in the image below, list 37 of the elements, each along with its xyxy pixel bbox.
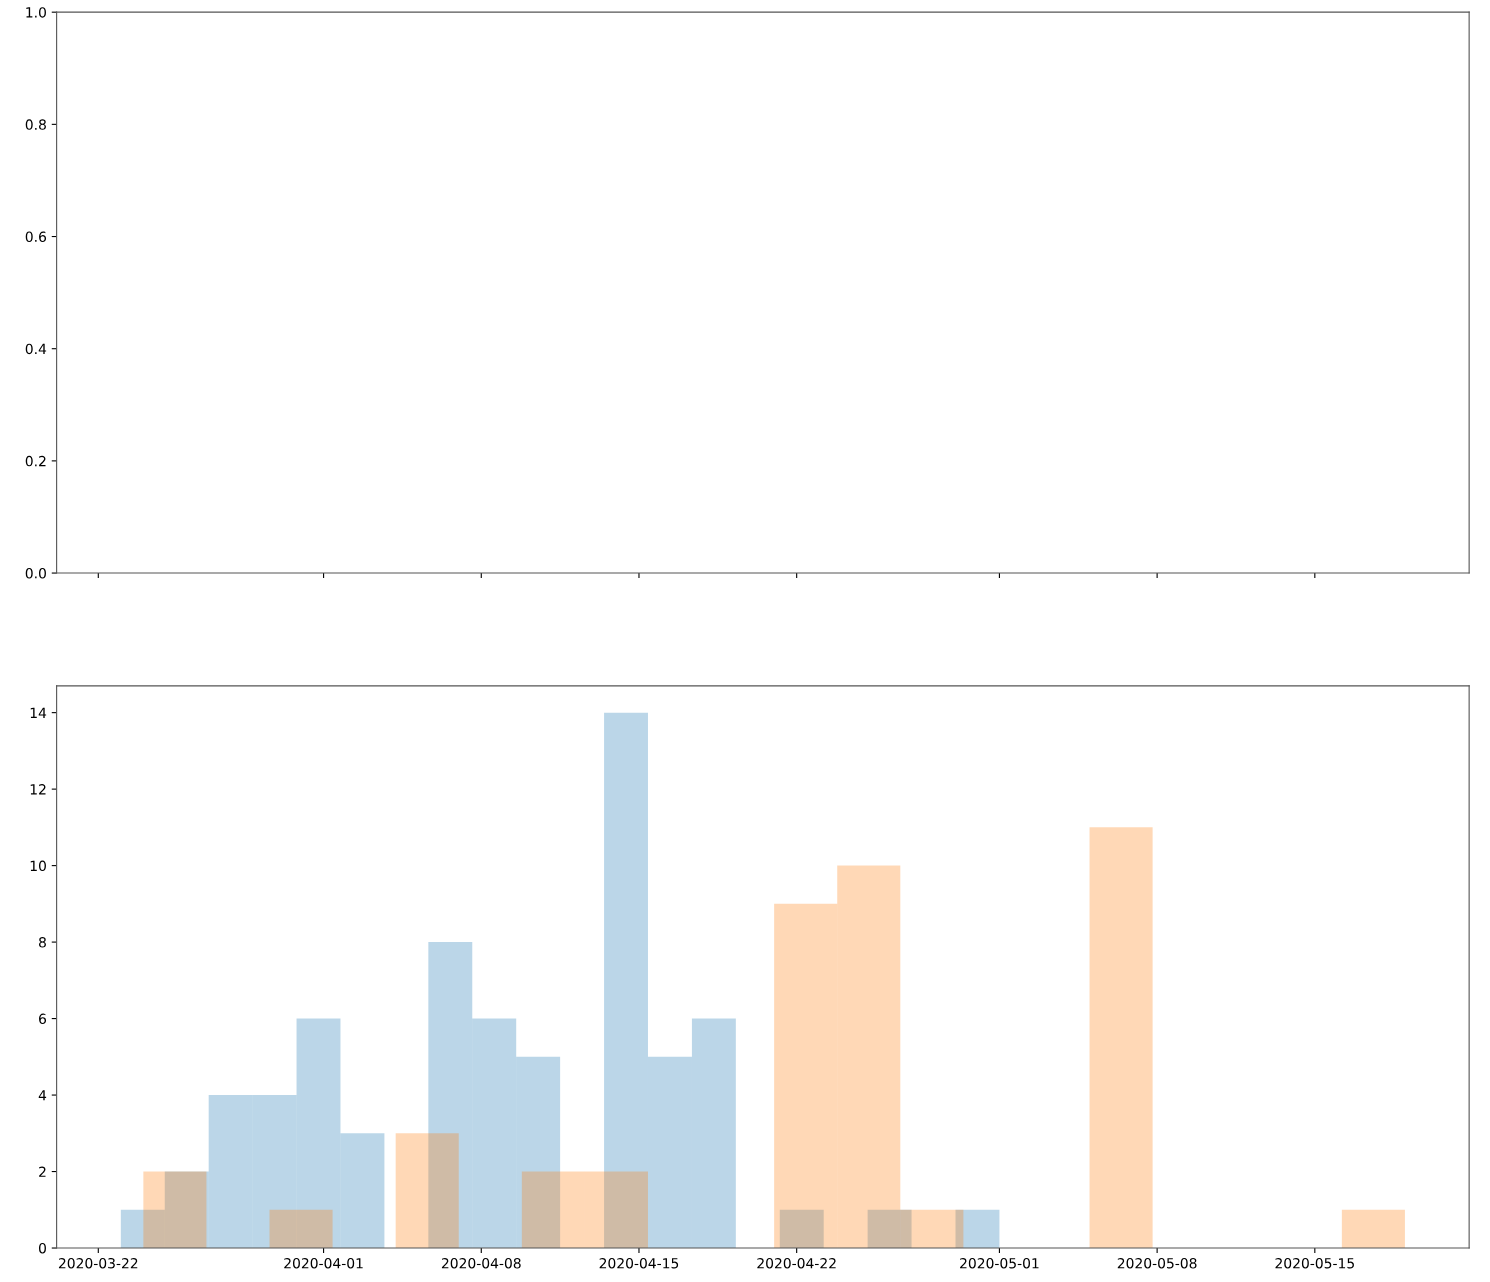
y-tick-label: 14 [30,707,47,718]
bar [1089,827,1153,1249]
y-tick-label: 6 [39,1013,47,1025]
y-tick-label: 2 [39,1166,46,1177]
y-tick-label: 0.8 [25,119,46,130]
bar [647,1056,692,1249]
bar [208,1095,253,1249]
y-tick-label: 4 [38,1090,47,1101]
y-tick-label: 12 [30,784,46,795]
x-tick-label: 2020-04-01 [284,1257,363,1269]
y-tick-label: 0.2 [25,455,46,467]
bar [1341,1209,1405,1249]
bar [269,1209,333,1249]
bar [837,865,901,1249]
bar [143,1171,207,1249]
y-tick-label: 0 [38,1243,46,1254]
y-tick-label: 1.0 [26,7,46,18]
x-tick-label: 2020-04-15 [599,1257,679,1269]
x-tick-label: 2020-05-01 [960,1257,1039,1269]
y-tick-label: 0.0 [25,568,46,579]
x-tick-label: 2020-05-08 [1117,1257,1197,1269]
y-tick-label: 10 [30,860,46,872]
bar [584,1171,648,1249]
x-tick-label: 2020-04-08 [441,1257,521,1269]
bar [521,1171,585,1249]
bar [395,1133,459,1249]
y-tick-label: 0.4 [25,343,47,355]
y-tick-label: 0.6 [25,231,47,242]
bar [900,1209,964,1249]
bar [340,1133,385,1249]
y-tick-label: 8 [39,937,46,948]
x-tick-label: 2020-05-15 [1275,1257,1354,1269]
bar [691,1018,736,1249]
x-tick-label: 2020-03-22 [58,1257,138,1269]
x-tick-label: 2020-04-22 [757,1257,836,1269]
bar [472,1018,517,1249]
bar [774,903,838,1249]
